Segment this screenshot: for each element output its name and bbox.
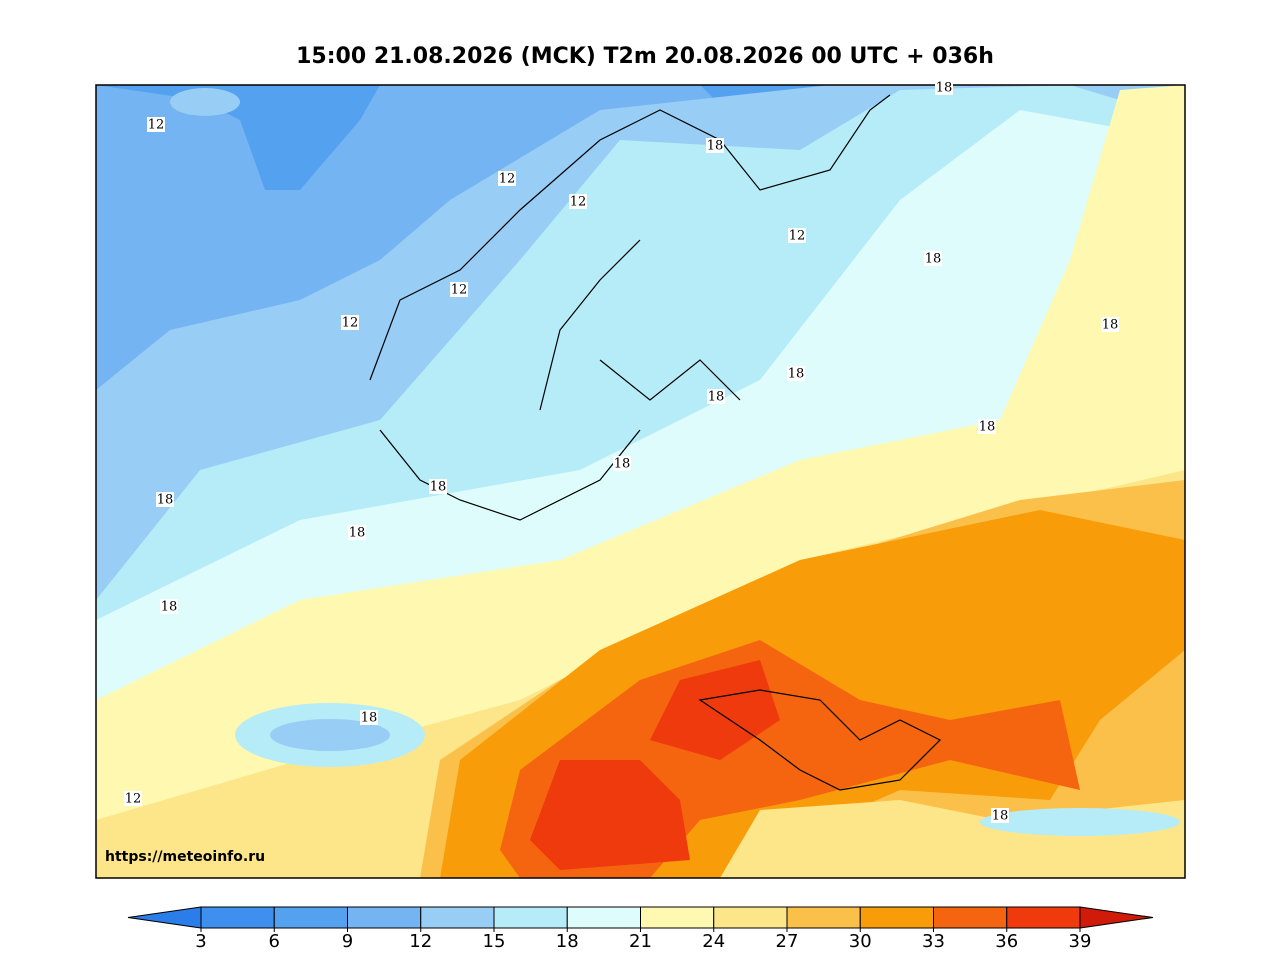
contour-label: 12 [789, 229, 806, 244]
colorbar-segment [493, 906, 568, 929]
contour-label-bg [498, 171, 516, 186]
contour-label: 12 [148, 118, 165, 133]
contour-label-bg [978, 419, 996, 434]
colorbar-extend-high [1079, 906, 1154, 929]
contour-label: 18 [925, 252, 942, 267]
contour-label-bg [450, 282, 468, 297]
colorbar-tick-label: 27 [776, 931, 799, 952]
contour-label-bg [935, 80, 953, 95]
contour-label: 18 [936, 81, 953, 96]
contour-label-bg [1101, 317, 1119, 332]
map-title: 15:00 21.08.2026 (MCK) T2m 20.08.2026 00… [296, 44, 994, 69]
contour-label: 18 [161, 600, 178, 615]
colorbar-segment [566, 906, 641, 929]
contour-label: 18 [430, 480, 447, 495]
colorbar-tick-label: 39 [1069, 931, 1092, 952]
contour-label-bg [429, 479, 447, 494]
contour-label-bg [348, 525, 366, 540]
colorbar-segment [200, 906, 275, 929]
contour-label: 12 [451, 283, 468, 298]
colorbar-tick-label: 6 [269, 931, 280, 952]
colorbar-tick-label: 21 [629, 931, 652, 952]
colorbar-tick-label: 9 [342, 931, 353, 952]
contour-label-bg [569, 194, 587, 209]
contour-label-bg [707, 389, 725, 404]
contour-label-bg [613, 456, 631, 471]
contour-label: 18 [788, 367, 805, 382]
contour-label-bg [991, 808, 1009, 823]
contour-label: 18 [979, 420, 996, 435]
contour-label: 18 [614, 457, 631, 472]
contour-label-bg [124, 791, 142, 806]
colorbar-extend-low [127, 906, 202, 929]
contour-label: 18 [349, 526, 366, 541]
contour-label-bg [160, 599, 178, 614]
map-frame [95, 84, 1186, 879]
colorbar-segment [420, 906, 495, 929]
colorbar-segment [713, 906, 788, 929]
temperature-field [96, 85, 1185, 878]
contour-label: 18 [708, 390, 725, 405]
colorbar-segment [1006, 906, 1081, 929]
colorbar-segment [933, 906, 1008, 929]
source-url: https://meteoinfo.ru [105, 849, 265, 865]
contour-label: 18 [992, 809, 1009, 824]
contour-label-bg [341, 315, 359, 330]
contour-label-bg [788, 228, 806, 243]
contour-label: 18 [157, 493, 174, 508]
contour-label-bg [787, 366, 805, 381]
contour-label: 18 [361, 711, 378, 726]
contour-label: 12 [570, 195, 587, 210]
contour-label-bg [156, 492, 174, 507]
contour-label: 12 [499, 172, 516, 187]
colorbar-segment [347, 906, 422, 929]
colorbar-tick-label: 12 [409, 931, 432, 952]
contour-label-bg [360, 710, 378, 725]
colorbar-tick-label: 3 [195, 931, 206, 952]
colorbar: 3 6 9 12 15 18 21 24 27 30 33 36 39 [127, 906, 1154, 952]
colorbar-segment [640, 906, 715, 929]
colorbar-tick-label: 24 [702, 931, 725, 952]
colorbar-segment [273, 906, 348, 929]
colorbar-segment [786, 906, 861, 929]
contour-label-bg [924, 251, 942, 266]
colorbar-tick-label: 18 [556, 931, 579, 952]
colorbar-tick-label: 33 [922, 931, 945, 952]
colorbar-tick-label: 36 [995, 931, 1018, 952]
contour-label: 12 [125, 792, 142, 807]
contour-label: 18 [707, 139, 724, 154]
contour-label: 18 [1102, 318, 1119, 333]
contour-label-bg [147, 117, 165, 132]
contour-labels: 1212121212121218181818181818181818181812… [124, 80, 1119, 824]
contour-label-bg [706, 138, 724, 153]
colorbar-tick-label: 30 [849, 931, 872, 952]
contour-label: 12 [342, 316, 359, 331]
colorbar-segment [859, 906, 934, 929]
colorbar-tick-label: 15 [483, 931, 506, 952]
